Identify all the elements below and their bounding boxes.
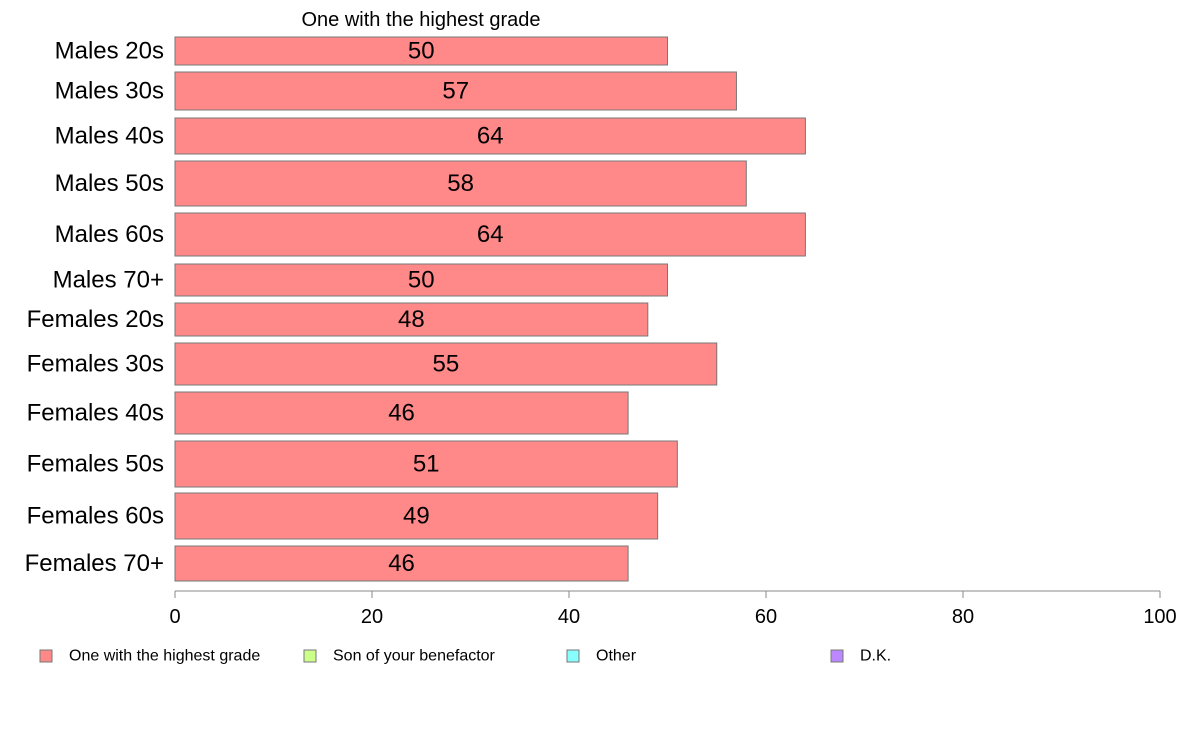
data-label: 58 [447,170,474,197]
bar-females-20s [174,302,649,337]
bar-females-60s [174,492,659,540]
legend-swatch [830,649,844,663]
x-axis: 0 20 40 60 80 100 [169,590,1177,628]
legend-swatch [39,649,53,663]
category-label: Males 60s [55,221,164,248]
data-label: 46 [388,550,415,577]
category-label: Males 50s [55,170,164,197]
legend-swatch [303,649,317,663]
data-label: 46 [388,400,415,427]
data-label: 55 [433,351,460,378]
legend-label: Other [596,648,637,665]
legend-swatch [566,649,580,663]
data-label: 57 [442,78,469,105]
x-tick-label: 20 [361,606,383,628]
data-label: 64 [477,221,504,248]
data-label: 48 [398,306,425,333]
category-label: Males 40s [55,123,164,150]
bar-males-60s [174,212,806,257]
data-label: 50 [408,38,435,65]
bar-males-20s [174,36,668,66]
category-label: Females 70+ [25,550,164,577]
data-label: 49 [403,503,430,530]
category-label: Males 20s [55,38,164,65]
data-label: 50 [408,267,435,294]
category-label: Males 30s [55,78,164,105]
category-label: Males 70+ [53,267,164,294]
bar-males-40s [174,117,806,155]
legend: One with the highest grade Son of your be… [39,648,891,665]
bar-females-50s [174,440,678,488]
x-tick-label: 100 [1143,606,1176,628]
data-label: 51 [413,451,440,478]
legend-label: Son of your benefactor [333,648,496,665]
x-tick-label: 40 [558,606,580,628]
x-tick-label: 60 [755,606,777,628]
legend-label: One with the highest grade [69,648,260,665]
bar-females-70- [174,545,629,582]
category-label: Females 30s [27,351,164,378]
x-tick-label: 80 [952,606,974,628]
bar-males-30s [174,71,737,111]
legend-label: D.K. [860,648,891,665]
x-tick-label: 0 [169,606,180,628]
bars-layer: Males 20s 50 Males 30s 57 Males 40s 64 Males 5… [25,36,806,582]
chart-title: One with the highest grade [301,9,540,31]
bar-females-40s [174,391,629,435]
bar-males-50s [174,160,747,207]
bar-females-30s [174,342,718,386]
bar-males-70- [174,263,668,297]
category-label: Females 50s [27,451,164,478]
category-label: Females 60s [27,503,164,530]
category-label: Females 20s [27,306,164,333]
data-label: 64 [477,123,504,150]
category-label: Females 40s [27,400,164,427]
